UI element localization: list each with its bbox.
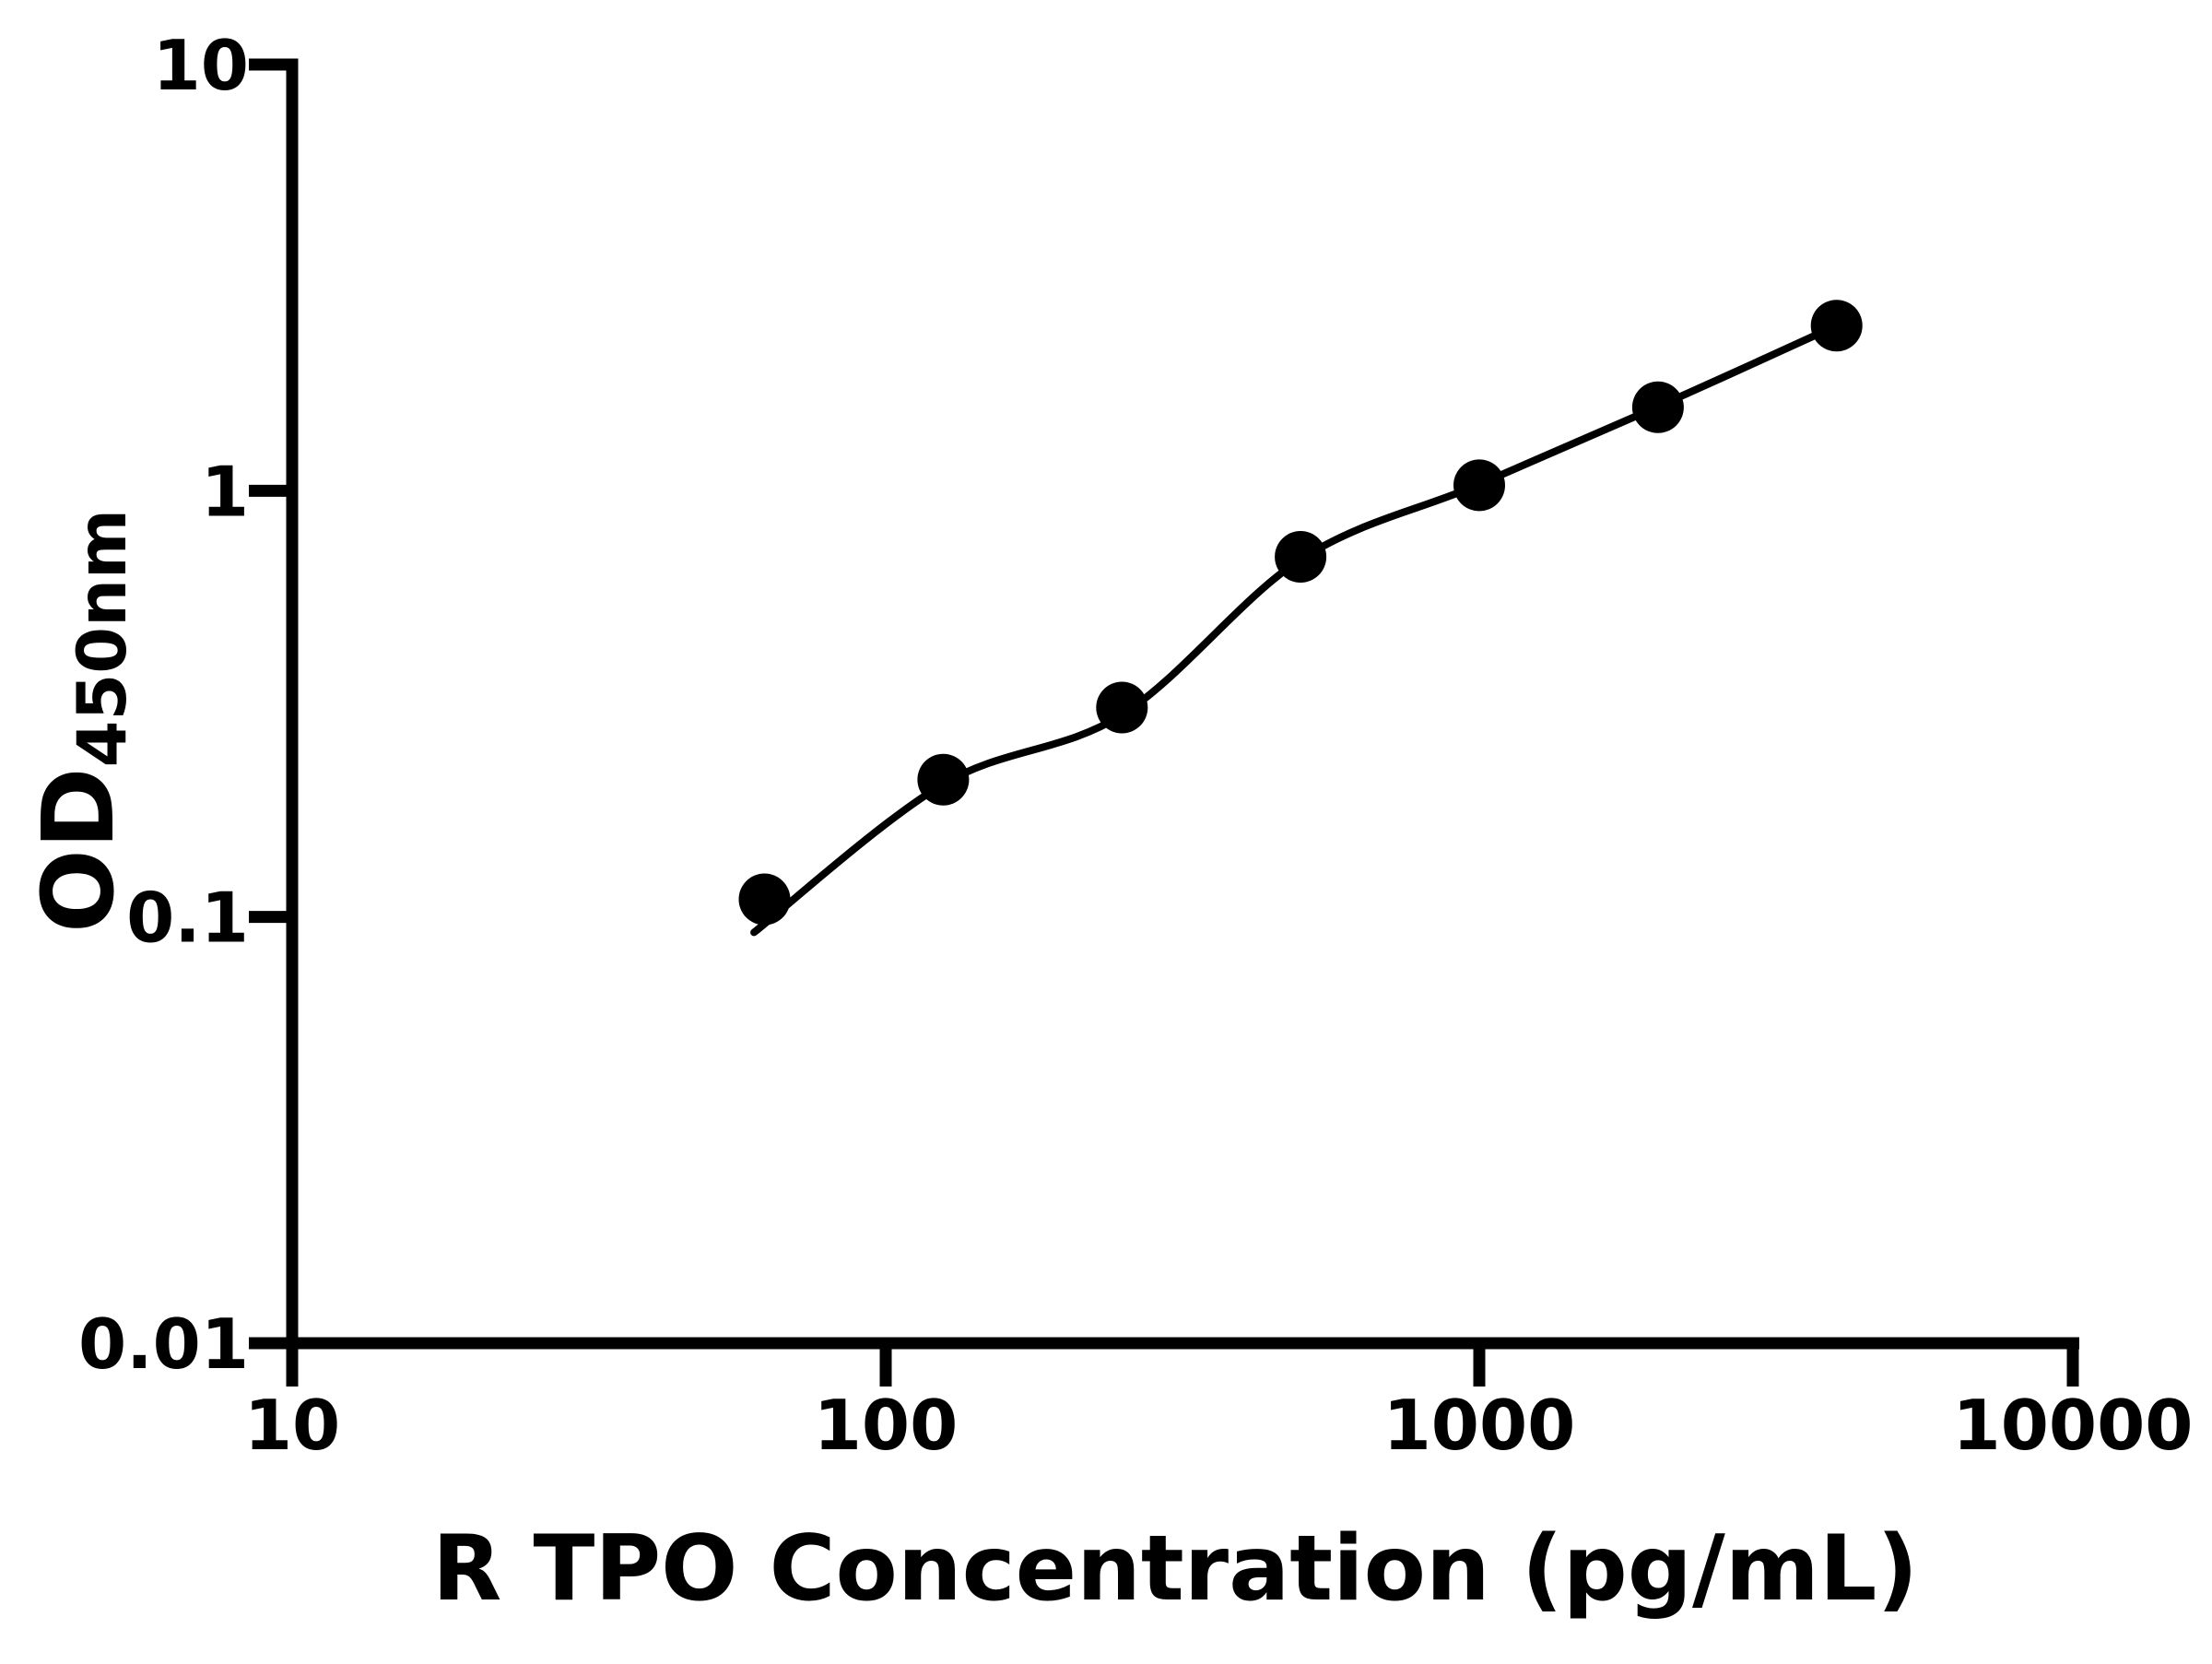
axes-group — [286, 58, 2079, 1350]
x-axis-ticks-group: 10 100 1000 10000 — [244, 1343, 2194, 1466]
data-point-marker — [1275, 531, 1327, 583]
data-point-marker — [1096, 681, 1148, 734]
y-tick-label: 0.01 — [78, 1304, 249, 1385]
x-tick-label: 10000 — [1953, 1385, 2194, 1466]
y-tick-label: 0.1 — [126, 878, 249, 959]
y-tick-label: 1 — [201, 451, 249, 532]
y-axis-title: OD450nm — [22, 509, 142, 933]
data-points-group — [738, 300, 1863, 926]
data-point-marker — [1810, 300, 1863, 352]
data-point-marker — [1453, 459, 1505, 512]
data-point-marker — [738, 873, 791, 926]
data-point-marker — [1631, 381, 1684, 433]
data-point-marker — [917, 753, 970, 806]
x-axis-title: R TPO Concentration (pg/mL) — [432, 1516, 1918, 1622]
y-tick-label: 10 — [153, 25, 249, 106]
x-tick-label: 10 — [244, 1385, 340, 1466]
x-tick-label: 100 — [814, 1385, 959, 1466]
x-tick-label: 1000 — [1383, 1385, 1576, 1466]
y-axis-ticks-group: 10 1 0.1 0.01 — [78, 25, 292, 1385]
y-axis-title-main: OD — [22, 767, 136, 933]
y-axis-title-subscript: 450nm — [64, 509, 142, 767]
